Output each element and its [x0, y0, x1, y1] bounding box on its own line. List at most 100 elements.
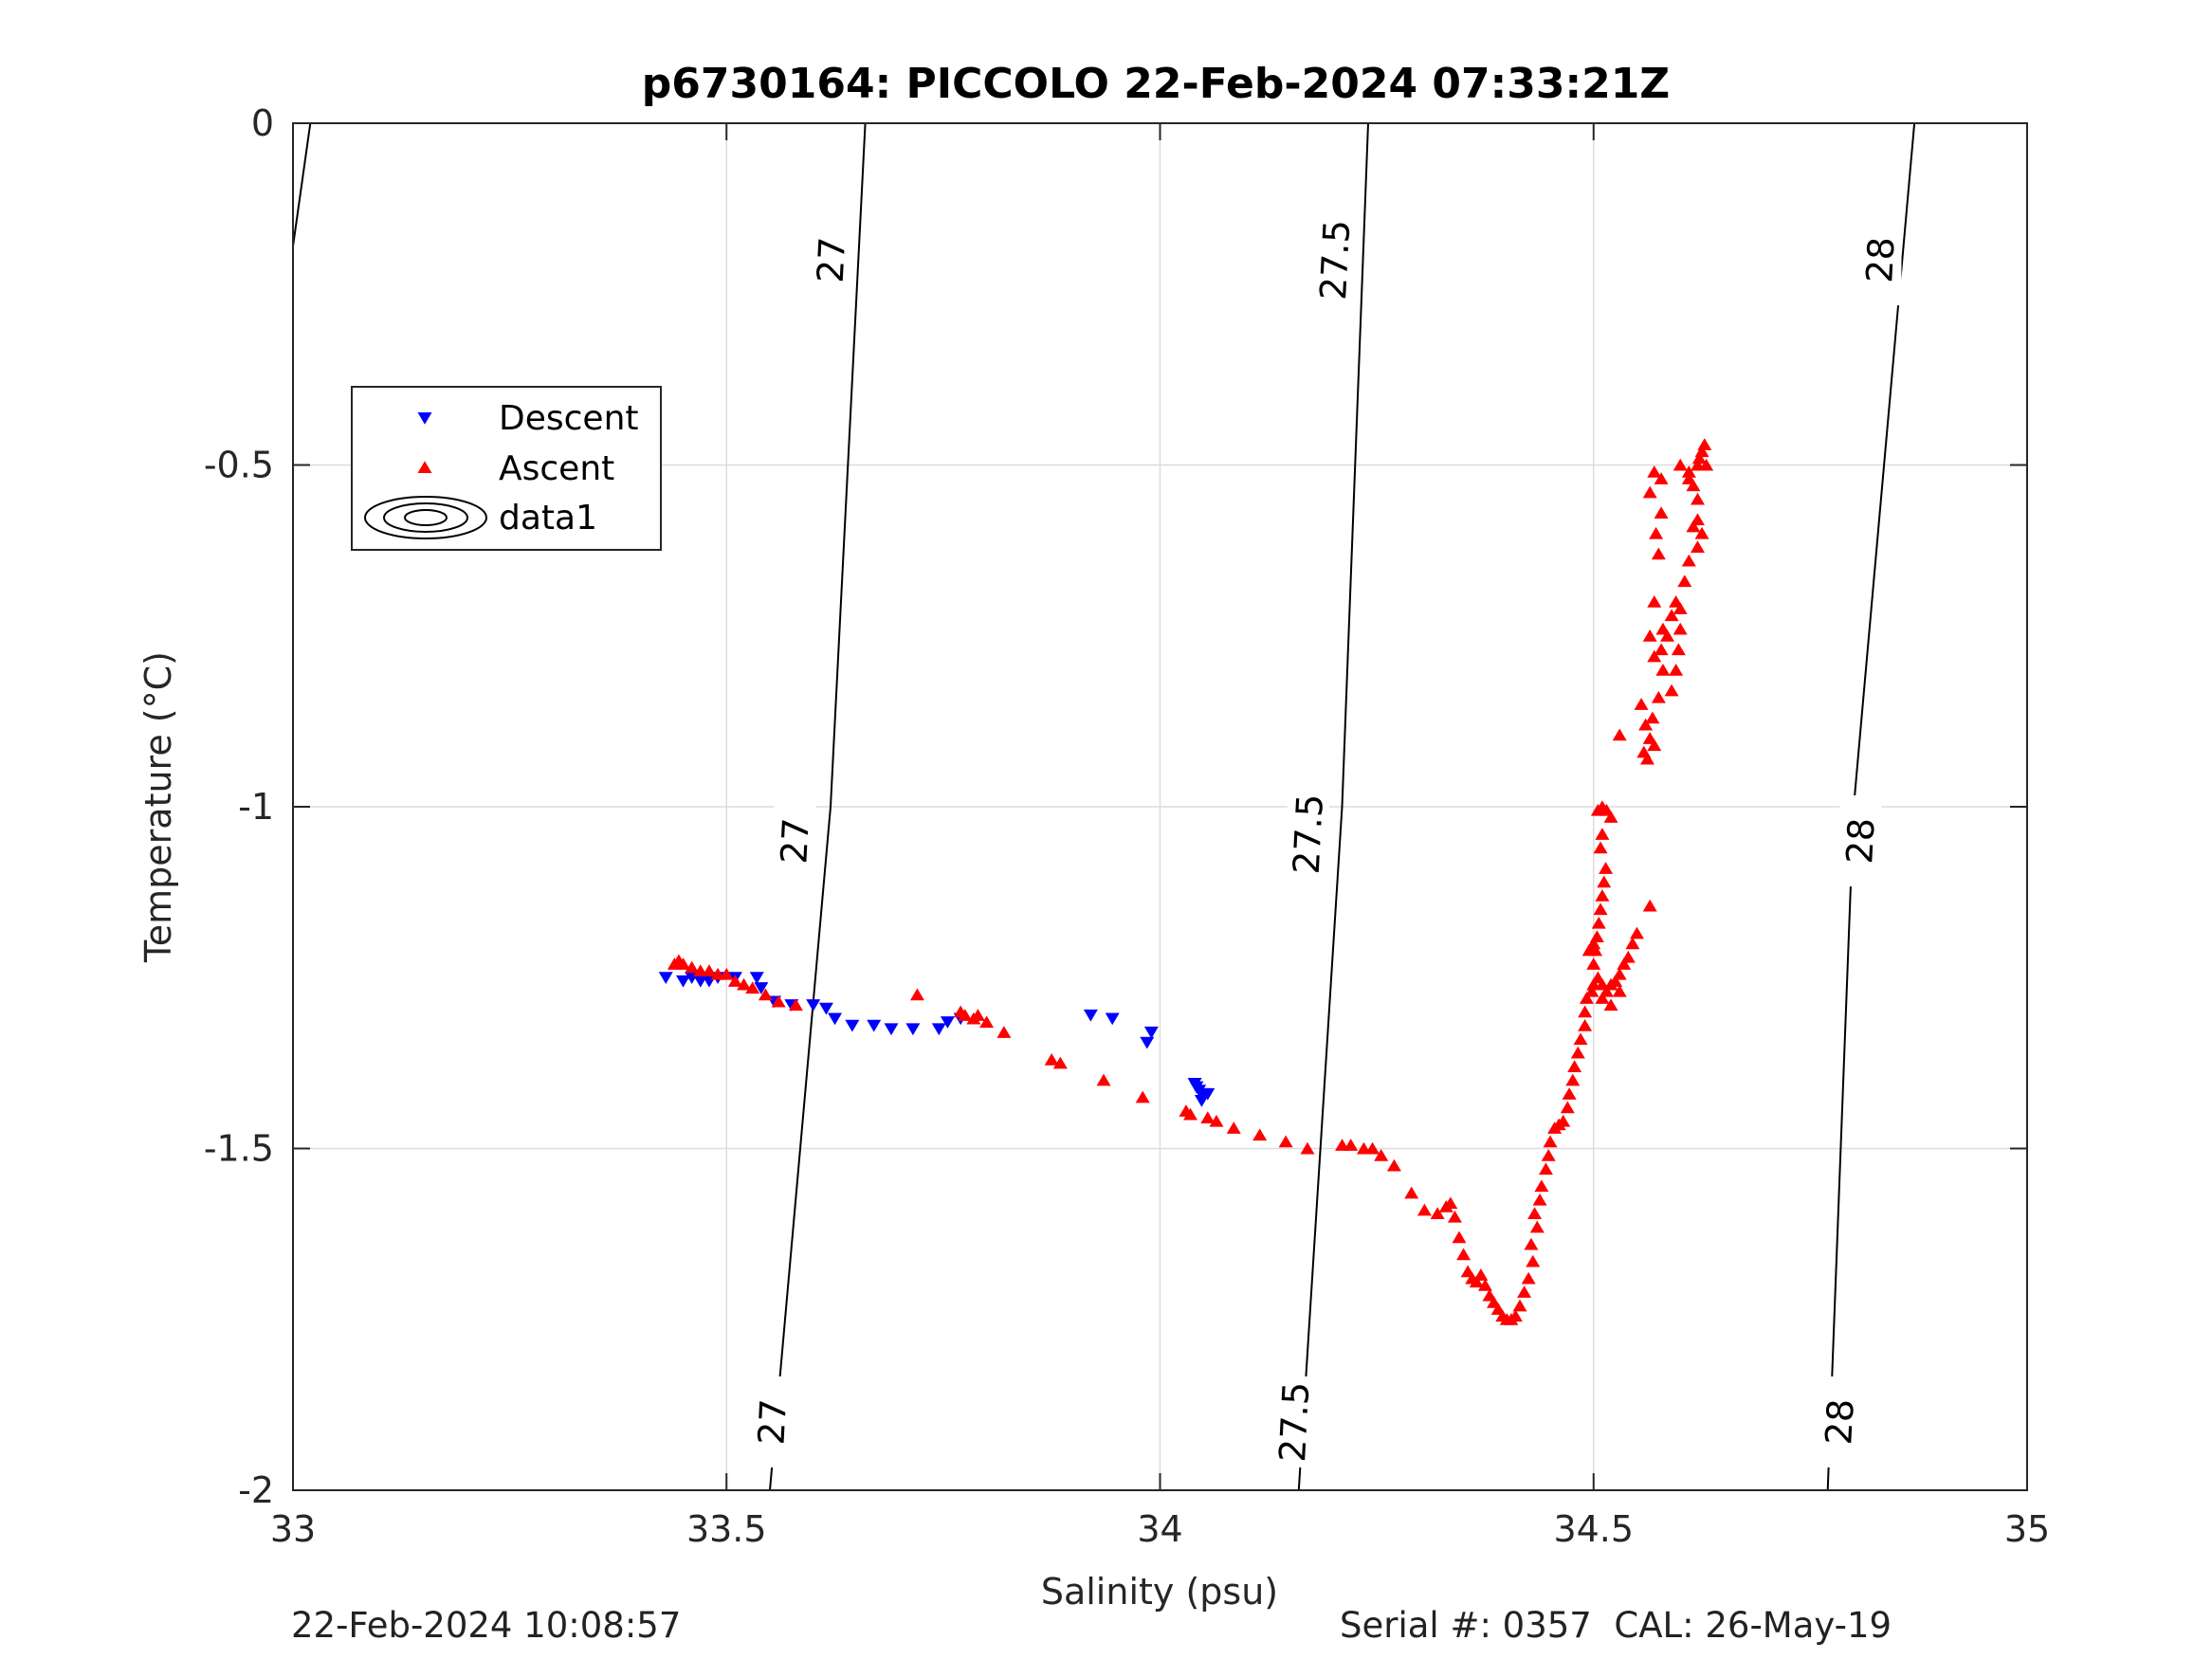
ascent-point: [1686, 520, 1701, 533]
ascent-point: [1649, 526, 1664, 539]
descent-point: [867, 1019, 882, 1032]
ascent-point: [719, 967, 734, 980]
ascent-point: [1669, 664, 1684, 676]
ascent-point: [1452, 1231, 1467, 1244]
ascent-point: [1096, 1073, 1111, 1086]
ascent-point: [1673, 622, 1688, 635]
ascent-point: [1517, 1285, 1532, 1298]
ascent-point: [1562, 1087, 1577, 1100]
ascent-point: [1690, 540, 1705, 554]
ascent-point: [1556, 1114, 1571, 1127]
ascent-point: [1673, 458, 1688, 471]
ascent-point: [1534, 1179, 1549, 1193]
ascent-point: [1573, 1032, 1588, 1046]
ascent-point: [1681, 472, 1696, 484]
ascent-point: [1532, 1193, 1547, 1206]
axis-ticks: 33 33.5 34 34.5 35 -2 -1.5 -1 -0.5 0: [204, 102, 2050, 1550]
descent-point: [1143, 1026, 1159, 1039]
ascent-point: [1570, 1046, 1585, 1059]
ascent-point: [1529, 1220, 1545, 1233]
ascent-point: [1647, 594, 1662, 608]
ascent-point: [1647, 649, 1662, 663]
ascent-point: [676, 957, 691, 970]
ascent-point: [1591, 916, 1606, 929]
descent-point: [905, 1023, 921, 1036]
descent-point: [658, 972, 673, 984]
ascent-point: [1677, 574, 1692, 588]
ascent-point: [1699, 458, 1714, 471]
ascent-point: [1659, 629, 1674, 642]
descent-point: [806, 999, 821, 1012]
contour-label: 27: [773, 817, 816, 866]
ascent-point: [702, 964, 717, 977]
ascent-point: [1651, 690, 1666, 703]
contour-line: [769, 122, 867, 1491]
ascent-point: [1603, 998, 1618, 1012]
contour-label: 27: [750, 1398, 794, 1447]
ascent-point: [745, 981, 760, 994]
ascent-point: [1664, 609, 1679, 622]
descent-point: [818, 1002, 833, 1015]
ascent-point: [1404, 1186, 1419, 1199]
ascent-point: [1634, 698, 1649, 710]
ascent-point: [1581, 943, 1597, 957]
ascent-point: [1252, 1128, 1268, 1141]
x-tick-label: 35: [2004, 1508, 2050, 1550]
ascent-point: [1645, 711, 1660, 724]
ascent-point: [1560, 1101, 1575, 1114]
ascent-point: [1651, 547, 1666, 560]
ascent-point: [1597, 875, 1612, 888]
ascent-point: [771, 994, 786, 1008]
ascent-point: [1567, 1060, 1582, 1072]
contour-label: 27.5: [1286, 793, 1331, 875]
y-tick-label: -1.5: [204, 1128, 274, 1170]
contour-label: 27: [810, 236, 853, 284]
descent-point: [1200, 1087, 1216, 1101]
legend-box: [351, 386, 662, 551]
ascent-point: [1593, 902, 1608, 916]
legend-label-descent: Descent: [499, 399, 639, 438]
contour-label-gap: [774, 795, 816, 887]
ascent-point: [1052, 1056, 1068, 1069]
ascent-point: [1183, 1107, 1198, 1121]
legend-contour-ring: [383, 502, 468, 533]
ascent-point: [1671, 643, 1686, 656]
descent-point: [931, 1023, 946, 1036]
contour-label-gap: [751, 1376, 794, 1468]
ascent-point: [1524, 1237, 1539, 1250]
descent-point: [884, 1023, 899, 1036]
density-contours: 27 27 27 27.5 27.5 27.5 28 28 28: [292, 122, 1916, 1491]
descent-point: [1105, 1012, 1120, 1026]
contour-label: 28: [1858, 236, 1902, 284]
contour-label-gap: [1314, 214, 1357, 306]
ascent-point: [1578, 1005, 1593, 1018]
ascent-point: [1526, 1254, 1541, 1267]
y-tick-label: -2: [238, 1469, 274, 1511]
contour-label-gap: [1819, 1376, 1861, 1468]
ascent-point: [1477, 1278, 1492, 1291]
ascent-point: [1595, 828, 1610, 840]
x-axis-label: Salinity (psu): [1041, 1571, 1278, 1613]
ascent-point: [1654, 472, 1669, 484]
descent-point: [940, 1016, 955, 1029]
ascent-point: [1647, 465, 1662, 478]
ascent-point: [1543, 1135, 1558, 1148]
ascent-point: [1638, 718, 1654, 731]
ascent-point: [1603, 811, 1618, 823]
ascent-point: [1417, 1203, 1432, 1216]
ascent-point: [1226, 1121, 1241, 1134]
contour-label: 28: [1838, 817, 1882, 866]
y-tick-label: -1: [238, 786, 274, 828]
ascent-point: [909, 988, 924, 1001]
ascent-point: [1608, 975, 1623, 987]
ascent-point: [1617, 957, 1632, 970]
data-points: [658, 438, 1714, 1325]
ascent-point: [1654, 643, 1669, 656]
descent-point: [828, 1012, 843, 1026]
footer-serial-cal: Serial #: 0357 CAL: 26-May-19: [1340, 1605, 1892, 1646]
ascent-point: [1629, 926, 1644, 939]
ascent-point: [788, 998, 803, 1012]
contour-label: 28: [1818, 1398, 1861, 1447]
ascent-point: [996, 1026, 1012, 1038]
